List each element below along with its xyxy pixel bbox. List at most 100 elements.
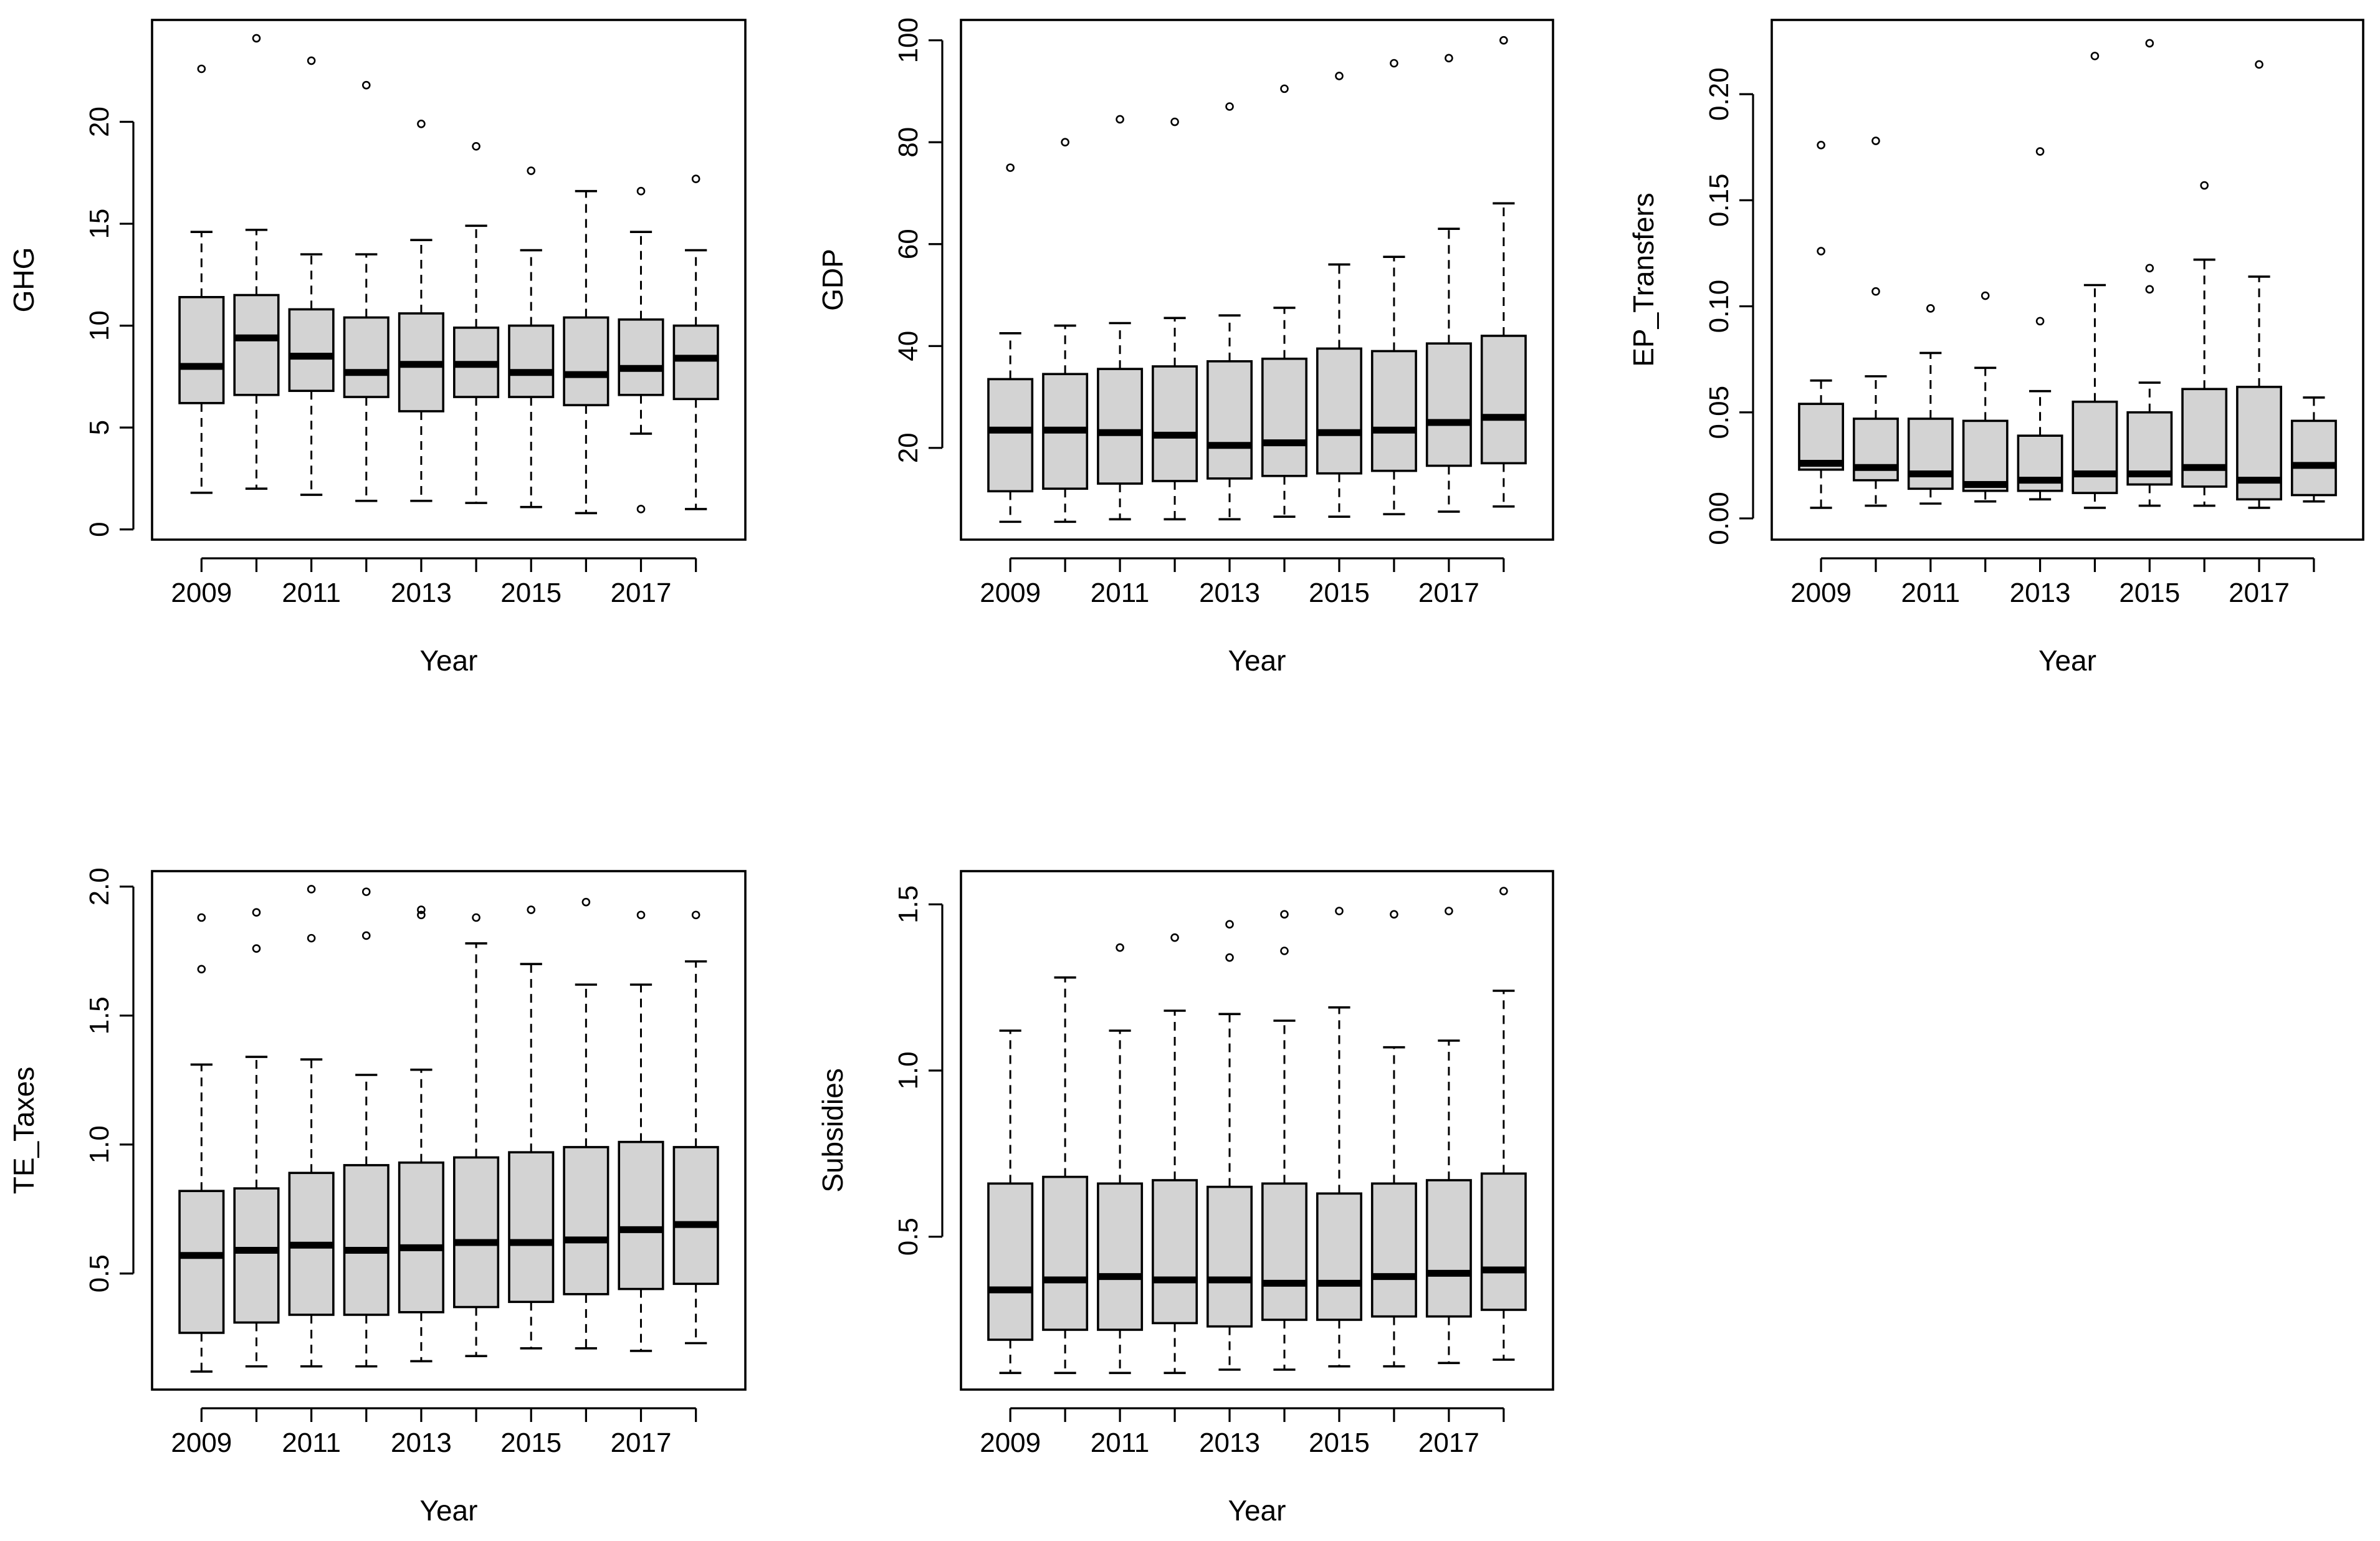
y-tick-label: 20 bbox=[893, 432, 924, 463]
outlier-point bbox=[1499, 36, 1508, 45]
iqr-box bbox=[1316, 1192, 1362, 1321]
panel-te-taxes: 0.5 1.0 1.5 2.0 TE_Taxes 2009 2011 2013 2015 2017… bbox=[7, 867, 747, 1527]
iqr-box bbox=[1425, 1179, 1472, 1318]
iqr-box bbox=[2072, 400, 2118, 494]
iqr-box bbox=[1261, 357, 1307, 477]
iqr-box bbox=[178, 295, 225, 404]
box-2018 bbox=[2290, 396, 2337, 503]
x-tick-label: 2015 bbox=[1309, 578, 1370, 608]
outlier-point bbox=[1926, 304, 1935, 313]
box-2014 bbox=[453, 141, 500, 504]
outlier-point bbox=[636, 910, 646, 920]
iqr-box bbox=[398, 1161, 444, 1314]
outlier-point bbox=[2145, 264, 2154, 273]
box-2017 bbox=[618, 910, 664, 1352]
y-tick-label: 1.0 bbox=[84, 1125, 115, 1163]
outlier-point bbox=[691, 910, 700, 920]
plot-frame bbox=[960, 870, 1554, 1391]
box-2016 bbox=[1370, 59, 1417, 515]
outlier-point bbox=[1170, 117, 1179, 126]
box-2013 bbox=[1207, 102, 1253, 521]
outlier-point bbox=[1335, 907, 1344, 915]
outlier-point bbox=[472, 913, 480, 922]
x-tick-label: 2015 bbox=[2119, 578, 2180, 608]
box-2018 bbox=[1480, 887, 1527, 1361]
y-tick-label: 40 bbox=[893, 331, 924, 361]
outlier-point bbox=[197, 965, 206, 974]
outlier-point bbox=[307, 885, 316, 894]
outlier-point bbox=[307, 933, 316, 943]
outlier-point bbox=[1445, 54, 1453, 63]
y-tick-label: 5 bbox=[84, 420, 115, 435]
box-2016 bbox=[2181, 181, 2228, 507]
iqr-box bbox=[343, 316, 389, 398]
box-2009 bbox=[178, 913, 225, 1373]
box-2017 bbox=[618, 186, 664, 513]
plot-frame bbox=[151, 870, 747, 1391]
y-tick-label: 15 bbox=[84, 209, 115, 239]
outlier-point bbox=[1225, 920, 1234, 929]
outlier-point bbox=[417, 910, 426, 920]
x-tick-label: 2015 bbox=[500, 1428, 562, 1458]
outlier-point bbox=[1390, 59, 1398, 68]
iqr-box bbox=[1425, 342, 1472, 467]
y-tick-label: 0.10 bbox=[1704, 280, 1734, 333]
outlier-point bbox=[361, 931, 371, 940]
outlier-point bbox=[2035, 317, 2045, 326]
outlier-point bbox=[1817, 247, 1825, 255]
outlier-point bbox=[1225, 953, 1234, 962]
outlier-point bbox=[472, 141, 480, 151]
outlier-point bbox=[1116, 943, 1124, 952]
box-2011 bbox=[288, 885, 335, 1368]
outlier-point bbox=[252, 34, 261, 43]
y-tick-label: 1.0 bbox=[893, 1051, 924, 1089]
iqr-box bbox=[1042, 1175, 1089, 1331]
y-tick-label: 60 bbox=[893, 229, 924, 259]
box-2009 bbox=[178, 64, 225, 494]
x-tick-label: 2015 bbox=[500, 578, 562, 608]
box-2015 bbox=[508, 905, 555, 1350]
box-2010 bbox=[1853, 136, 1899, 507]
x-axis-title: Year bbox=[2038, 644, 2096, 677]
y-tick-label: 0.15 bbox=[1704, 174, 1734, 227]
outlier-point bbox=[636, 505, 646, 513]
outlier-point bbox=[1871, 136, 1880, 145]
x-tick-label: 2011 bbox=[1901, 578, 1961, 608]
x-tick-label: 2013 bbox=[1199, 578, 1260, 608]
iqr-box bbox=[672, 324, 719, 401]
y-axis-title: TE_Taxes bbox=[7, 1067, 40, 1195]
box-2009 bbox=[1798, 141, 1845, 509]
box-2012 bbox=[343, 80, 389, 502]
iqr-box bbox=[1207, 1185, 1253, 1328]
box-2010 bbox=[1042, 138, 1089, 523]
outlier-point bbox=[2145, 285, 2154, 294]
iqr-box bbox=[1370, 350, 1417, 472]
iqr-box bbox=[178, 1190, 225, 1334]
box-2009 bbox=[987, 1029, 1034, 1375]
iqr-box bbox=[1853, 417, 1899, 482]
y-tick-label: 0.5 bbox=[84, 1254, 115, 1292]
x-axis-title: Year bbox=[420, 644, 478, 677]
iqr-box bbox=[343, 1164, 389, 1316]
x-tick-label: 2017 bbox=[611, 578, 672, 608]
outlier-point bbox=[1116, 115, 1124, 124]
box-2012 bbox=[1962, 291, 2009, 503]
iqr-box bbox=[508, 324, 555, 398]
box-2012 bbox=[343, 887, 389, 1368]
panel-subsidies: 0.5 1.0 1.5 Subsidies 2009 2011 2013 2015 2017 Ye… bbox=[816, 870, 1554, 1527]
box-2015 bbox=[1316, 907, 1362, 1368]
iqr-box bbox=[1370, 1182, 1417, 1318]
box-2013 bbox=[2017, 147, 2063, 501]
box-2017 bbox=[2236, 60, 2282, 509]
box-2016 bbox=[563, 897, 609, 1350]
box-2013 bbox=[398, 120, 444, 502]
outlier-point bbox=[636, 186, 646, 196]
outlier-point bbox=[527, 166, 536, 175]
outlier-point bbox=[252, 908, 261, 917]
x-tick-label: 2009 bbox=[171, 1428, 232, 1458]
y-tick-label: 1.5 bbox=[893, 885, 924, 923]
outlier-point bbox=[1817, 141, 1825, 150]
box-2011 bbox=[1907, 304, 1954, 505]
outlier-point bbox=[361, 887, 371, 896]
